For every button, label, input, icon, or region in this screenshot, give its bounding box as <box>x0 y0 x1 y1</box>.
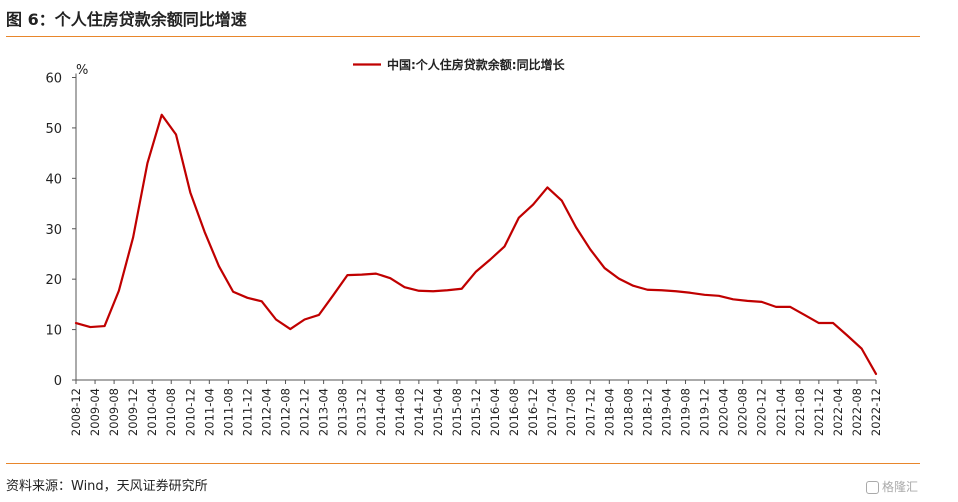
chart-axes <box>75 73 876 381</box>
x-tick-label: 2017-04 <box>545 388 559 436</box>
x-tick-label: 2017-08 <box>564 388 578 436</box>
y-tick-label: 10 <box>45 324 62 339</box>
y-tick-label: 40 <box>45 172 62 187</box>
y-tick-label: 50 <box>45 122 62 137</box>
x-tick-label: 2015-04 <box>431 388 445 436</box>
x-tick-label: 2015-12 <box>469 388 483 436</box>
x-tick-label: 2020-04 <box>717 388 731 436</box>
x-tick-label: 2009-08 <box>107 388 121 436</box>
x-tick-label: 2019-08 <box>679 388 693 436</box>
x-tick-label: 2018-04 <box>602 388 616 436</box>
x-tick-label: 2011-12 <box>240 388 254 436</box>
y-tick-label: 0 <box>54 374 62 389</box>
x-tick-label: 2016-04 <box>488 388 502 436</box>
x-tick-label: 2012-08 <box>279 388 293 436</box>
watermark-text: 格隆汇 <box>882 480 919 494</box>
x-tick-label: 2019-04 <box>659 388 673 436</box>
source-note: 资料来源：Wind，天风证券研究所 <box>6 479 208 494</box>
x-tick-label: 2012-12 <box>298 388 312 436</box>
x-tick-label: 2021-08 <box>793 388 807 436</box>
line-chart: 0 10 20 30 40 50 60 2008-12 2009-04 2009-08 2009-… <box>45 57 883 436</box>
x-tick-label: 2014-04 <box>374 388 388 436</box>
x-tick-label: 2015-08 <box>450 388 464 436</box>
x-tick-label: 2010-04 <box>145 388 159 436</box>
x-tick-label: 2016-12 <box>526 388 540 436</box>
x-tick-label: 2011-08 <box>221 388 235 436</box>
x-tick-label: 2016-08 <box>507 388 521 436</box>
x-tick-label: 2022-12 <box>869 388 883 436</box>
y-axis-unit-label: % <box>76 63 88 78</box>
x-tick-label: 2018-12 <box>640 388 654 436</box>
figure-title: 图 6：个人住房贷款余额同比增速 <box>6 10 247 29</box>
x-tick-label: 2018-08 <box>621 388 635 436</box>
x-tick-label: 2022-08 <box>850 388 864 436</box>
x-tick-label: 2012-04 <box>259 388 273 436</box>
x-tick-label: 2009-04 <box>88 388 102 436</box>
y-tick-label: 30 <box>45 223 62 238</box>
y-tick-label: 60 <box>45 72 62 87</box>
x-tick-label: 2008-12 <box>69 388 83 436</box>
bottom-divider <box>6 463 920 464</box>
watermark: 格隆汇 <box>866 478 918 495</box>
x-tick-label: 2014-08 <box>393 388 407 436</box>
x-tick-label: 2022-04 <box>831 388 845 436</box>
y-tick-label: 20 <box>45 273 62 288</box>
x-tick-label: 2013-12 <box>355 388 369 436</box>
x-axis-ticks: 2008-12 2009-04 2009-08 2009-12 2010-04 2010-… <box>69 380 883 436</box>
x-tick-label: 2010-12 <box>183 388 197 436</box>
x-tick-label: 2020-12 <box>755 388 769 436</box>
x-tick-label: 2019-12 <box>698 388 712 436</box>
legend-label: 中国:个人住房贷款余额:同比增长 <box>387 57 566 72</box>
chart-legend: 中国:个人住房贷款余额:同比增长 <box>353 57 566 72</box>
x-tick-label: 2017-12 <box>583 388 597 436</box>
series-line <box>74 113 878 376</box>
x-tick-label: 2021-04 <box>774 388 788 436</box>
y-axis-ticks: 0 10 20 30 40 50 60 <box>45 72 76 389</box>
x-tick-label: 2011-04 <box>202 388 216 436</box>
x-tick-label: 2013-08 <box>336 388 350 436</box>
x-tick-label: 2021-12 <box>812 388 826 436</box>
x-tick-label: 2009-12 <box>126 388 140 436</box>
x-tick-label: 2020-08 <box>736 388 750 436</box>
x-tick-label: 2014-12 <box>412 388 426 436</box>
x-tick-label: 2010-08 <box>164 388 178 436</box>
top-divider <box>6 36 920 37</box>
watermark-icon <box>866 481 879 494</box>
x-tick-label: 2013-04 <box>317 388 331 436</box>
